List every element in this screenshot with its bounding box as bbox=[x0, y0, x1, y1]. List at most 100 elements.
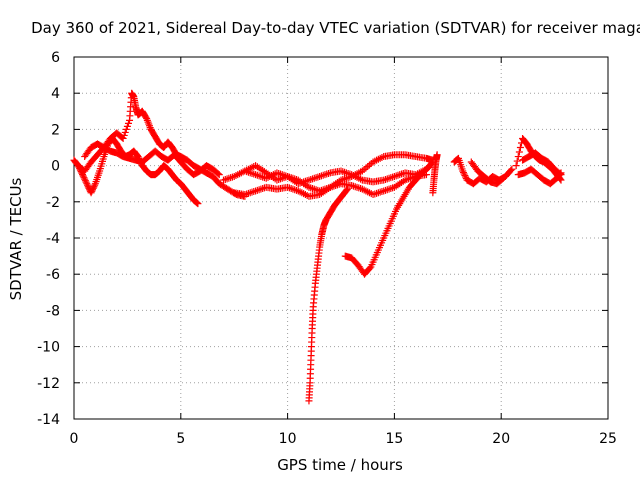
data-point bbox=[142, 113, 150, 121]
data-series-arc-11 bbox=[467, 158, 507, 188]
data-point bbox=[348, 182, 356, 190]
data-point bbox=[123, 122, 131, 130]
data-point bbox=[390, 172, 398, 180]
grid-lines bbox=[74, 57, 608, 419]
data-point bbox=[79, 172, 87, 180]
y-tick-label: 2 bbox=[51, 122, 60, 138]
data-point bbox=[353, 183, 361, 191]
chart-title: Day 360 of 2021, Sidereal Day-to-day VTE… bbox=[31, 19, 640, 37]
data-point bbox=[194, 200, 202, 208]
data-point bbox=[351, 183, 359, 191]
data-point bbox=[305, 176, 313, 184]
data-point bbox=[325, 169, 333, 177]
data-point bbox=[459, 167, 467, 175]
data-point bbox=[380, 187, 388, 195]
data-point bbox=[248, 169, 256, 177]
data-point bbox=[512, 162, 520, 170]
data-point bbox=[343, 185, 351, 193]
data-point bbox=[459, 169, 467, 177]
data-point bbox=[373, 189, 381, 197]
data-point bbox=[341, 168, 349, 176]
data-point bbox=[557, 171, 565, 179]
data-point bbox=[378, 188, 386, 196]
data-point bbox=[337, 167, 345, 175]
data-point bbox=[323, 170, 331, 178]
y-tick-label: -12 bbox=[37, 376, 60, 392]
data-point bbox=[461, 172, 469, 180]
data-point bbox=[371, 190, 379, 198]
data-point bbox=[88, 187, 96, 195]
data-series-arc-13 bbox=[514, 165, 565, 188]
data-point bbox=[387, 174, 395, 182]
data-point bbox=[321, 171, 329, 179]
data-point bbox=[223, 175, 231, 183]
data-point bbox=[389, 173, 397, 181]
x-tick-label: 20 bbox=[492, 431, 510, 447]
data-point bbox=[287, 185, 295, 193]
data-point bbox=[513, 157, 521, 165]
x-tick-labels: 0 5 10 15 20 25 bbox=[70, 431, 617, 447]
data-point bbox=[275, 169, 283, 177]
data-point bbox=[257, 172, 265, 180]
data-point bbox=[425, 163, 433, 171]
y-tick-label: -8 bbox=[46, 303, 60, 319]
data-point bbox=[342, 174, 350, 182]
data-point bbox=[193, 199, 201, 207]
data-point bbox=[121, 128, 129, 136]
data-series-arc-14 bbox=[519, 149, 565, 179]
data-point bbox=[508, 165, 516, 173]
data-point bbox=[314, 173, 322, 181]
data-point bbox=[89, 184, 97, 192]
data-point bbox=[382, 175, 389, 183]
data-series-arc-9 bbox=[429, 151, 441, 197]
data-point bbox=[81, 175, 89, 183]
data-point bbox=[255, 186, 263, 194]
data-point bbox=[259, 185, 267, 193]
y-tick-label: 4 bbox=[51, 86, 60, 102]
data-point bbox=[382, 186, 389, 194]
data-series-arc-8 bbox=[341, 163, 433, 278]
data-point bbox=[81, 177, 89, 185]
data-point bbox=[124, 119, 132, 127]
data-point bbox=[515, 148, 523, 156]
data-point bbox=[507, 166, 515, 174]
data-point bbox=[250, 170, 258, 178]
data-series-arc-10 bbox=[450, 154, 516, 188]
data-point bbox=[396, 171, 404, 179]
y-tick-label: -14 bbox=[37, 412, 60, 428]
data-point bbox=[339, 168, 347, 176]
data-point bbox=[80, 174, 88, 182]
data-point bbox=[307, 175, 315, 183]
data-point bbox=[214, 170, 222, 178]
data-point bbox=[285, 184, 293, 192]
data-series-arc-7 bbox=[305, 185, 351, 405]
data-point bbox=[246, 189, 254, 197]
y-tick-label: 6 bbox=[51, 50, 60, 66]
data-point bbox=[309, 175, 317, 183]
data-point bbox=[253, 171, 261, 179]
data-point bbox=[383, 175, 391, 183]
data-point bbox=[516, 144, 524, 151]
data-point bbox=[349, 182, 357, 190]
y-tick-label: -4 bbox=[46, 231, 60, 247]
data-point bbox=[454, 155, 462, 163]
data-point bbox=[376, 188, 384, 196]
x-tick-label: 0 bbox=[70, 431, 79, 447]
data-point bbox=[385, 185, 393, 193]
data-point bbox=[319, 171, 327, 179]
data-point bbox=[499, 174, 507, 182]
data-point bbox=[498, 175, 506, 183]
data-point bbox=[460, 170, 468, 178]
data-point bbox=[424, 164, 432, 172]
data-point bbox=[120, 131, 128, 139]
data-point bbox=[380, 176, 388, 184]
data-point bbox=[374, 189, 382, 197]
y-tick-label: 0 bbox=[51, 159, 60, 175]
data-point bbox=[257, 185, 265, 193]
data-point bbox=[215, 171, 223, 179]
data-point bbox=[90, 183, 98, 191]
data-point bbox=[89, 186, 97, 194]
data-point bbox=[82, 178, 90, 186]
data-point bbox=[556, 170, 564, 178]
x-tick-label: 25 bbox=[599, 431, 617, 447]
